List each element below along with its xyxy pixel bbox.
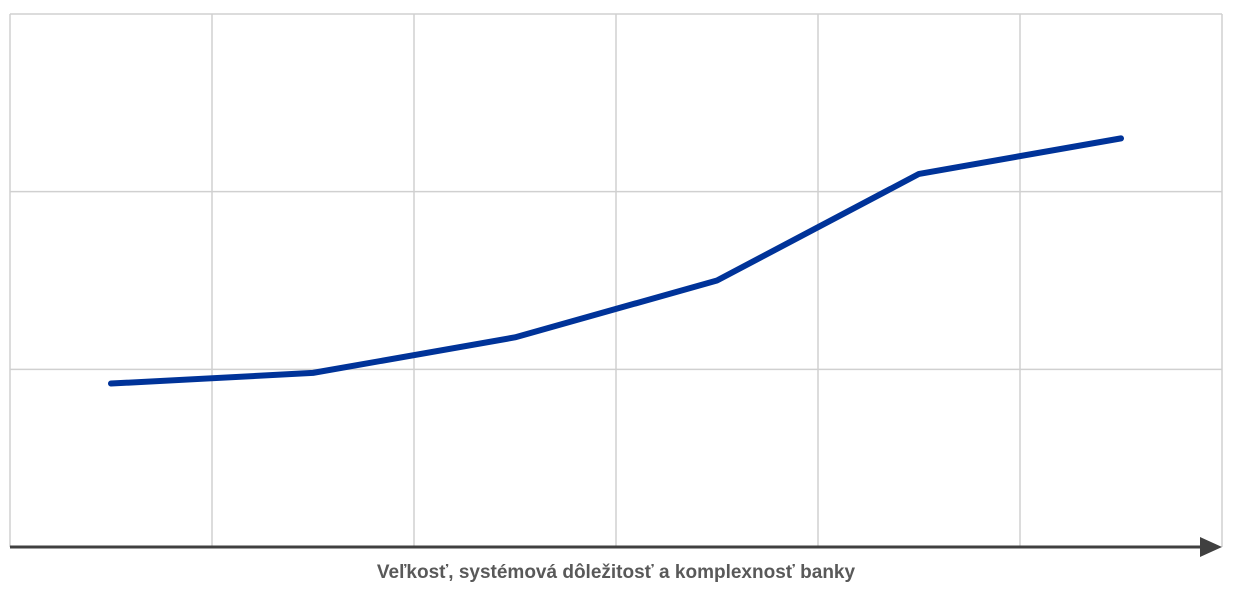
vertical-gridlines (9, 14, 1223, 547)
series-line (108, 135, 1124, 387)
x-axis (10, 537, 1222, 557)
series-layer (108, 135, 1124, 387)
x-axis-arrow-icon (1200, 537, 1222, 557)
horizontal-gridlines (10, 13, 1222, 371)
x-axis-label: Veľkosť, systémová dôležitosť a komplexn… (376, 562, 856, 583)
